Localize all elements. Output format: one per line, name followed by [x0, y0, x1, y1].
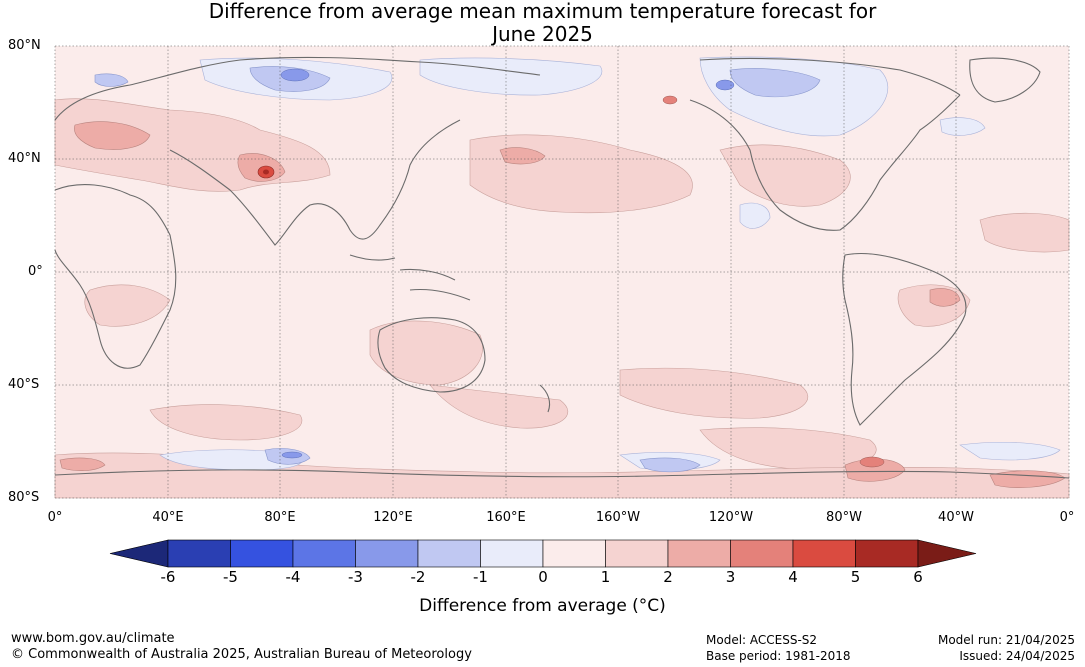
warm-anomaly-regions: [54, 98, 1070, 499]
colorbar-segment: [230, 539, 294, 568]
colorbar-tick-label: -2: [410, 568, 426, 586]
hotspot-regions: [257, 95, 885, 468]
colorbar-tick-label: -4: [285, 568, 301, 586]
colorbar-label: Difference from average (°C): [419, 596, 666, 616]
colorbar-extend-high: [917, 539, 977, 568]
lat-label-40n: 40°N: [8, 151, 41, 166]
colorbar-segment: [542, 539, 606, 568]
colorbar-tick-label: -1: [473, 568, 488, 586]
lon-label-160w: 160°W: [595, 510, 641, 525]
colorbar-tick-label: 2: [663, 568, 673, 586]
colorbar-segment: [417, 539, 481, 568]
lon-label-40e: 40°E: [152, 510, 184, 525]
title-line-2: June 2025: [492, 22, 593, 46]
strong-cool-regions: [280, 68, 735, 459]
lon-label-0-left: 0°: [47, 510, 63, 525]
coastlines: [54, 56, 1070, 479]
colorbar-segment: [292, 539, 356, 568]
gridlines: [54, 45, 1070, 499]
colorbar-extend-low: [109, 539, 169, 568]
colorbar-tick-label: 6: [913, 568, 923, 586]
colorbar-segments: [109, 539, 977, 568]
footer-website: www.bom.gov.au/climate: [11, 631, 175, 646]
colorbar-segment: [605, 539, 669, 568]
footer-model-run: Model run: 21/04/2025: [937, 633, 1075, 647]
colorbar-tick-label: -6: [160, 568, 176, 586]
lon-label-160e: 160°E: [486, 510, 526, 525]
lon-label-0-right: 0°: [1059, 510, 1075, 525]
colorbar-segment: [667, 539, 731, 568]
lon-label-120e: 120°E: [373, 510, 413, 525]
lon-label-40w: 40°W: [938, 510, 974, 525]
lat-label-40s: 40°S: [8, 377, 40, 392]
colorbar-segment: [730, 539, 794, 568]
footer-base-period: Base period: 1981-2018: [706, 649, 851, 663]
colorbar-tick-label: 5: [850, 568, 861, 586]
lat-label-80n: 80°N: [8, 38, 41, 53]
colorbar-tick-label: -5: [223, 568, 238, 586]
lat-label-eq: 0°: [28, 264, 43, 279]
title-line-1: Difference from average mean maximum tem…: [208, 0, 877, 23]
colorbar-segment: [855, 539, 919, 568]
footer-model: Model: ACCESS-S2: [706, 633, 818, 647]
colorbar-tick-label: 0: [538, 568, 548, 586]
lon-label-80w: 80°W: [826, 510, 862, 525]
colorbar-tick-label: -3: [348, 568, 363, 586]
map-title: Difference from average mean maximum tem…: [0, 0, 1085, 46]
colorbar-segment: [167, 539, 231, 568]
footer-issued: Issued: 24/04/2025: [959, 649, 1075, 663]
colorbar-segment: [792, 539, 856, 568]
colorbar-segment: [480, 539, 544, 568]
footer-copyright: © Commonwealth of Australia 2025, Austra…: [11, 647, 472, 662]
lon-label-80e: 80°E: [264, 510, 296, 525]
lat-label-80s: 80°S: [8, 490, 40, 505]
colorbar-tick-label: 3: [725, 568, 736, 586]
colorbar-segment: [355, 539, 419, 568]
colorbar-tick-label: 4: [788, 568, 798, 586]
colorbar-tick-label: 1: [600, 568, 611, 586]
lon-label-120w: 120°W: [708, 510, 754, 525]
